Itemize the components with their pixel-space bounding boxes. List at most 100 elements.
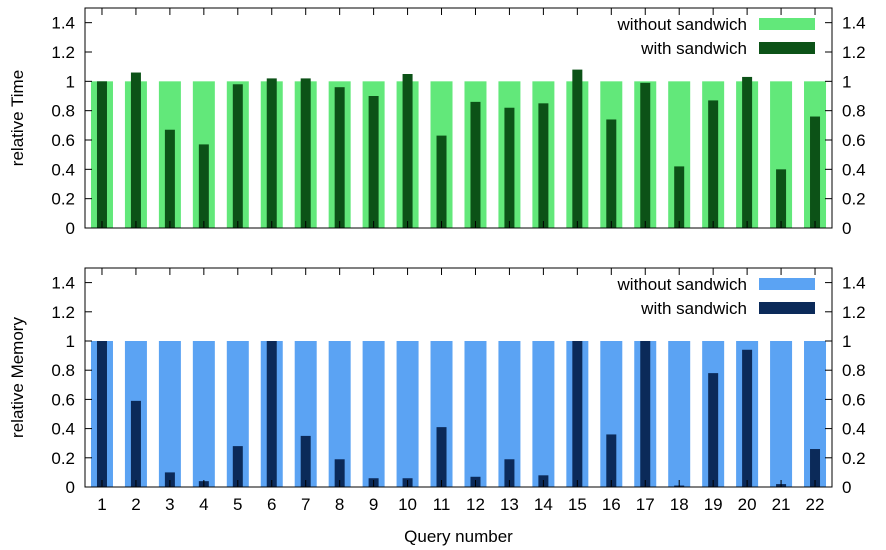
ytick-label-left: 0: [66, 478, 75, 497]
legend-swatch-with-sandwich: [759, 42, 815, 54]
bar-with-sandwich-q17: [640, 341, 651, 487]
bar-without-sandwich-q11: [430, 341, 453, 487]
ytick-label-left: 0.4: [51, 420, 75, 439]
xtick-label: 20: [738, 495, 757, 514]
y-axis-label: relative Time: [8, 70, 27, 166]
bar-with-sandwich-q11: [436, 135, 447, 228]
xtick-label: 14: [534, 495, 553, 514]
bar-without-sandwich-q10: [396, 341, 419, 487]
bar-with-sandwich-q19: [708, 100, 719, 228]
ytick-label-left: 1: [66, 72, 75, 91]
bar-with-sandwich-q7: [300, 435, 311, 487]
bar-without-sandwich-q13: [498, 341, 521, 487]
ytick-label-right: 0.4: [842, 420, 866, 439]
panel-1: [84, 7, 833, 229]
ytick-label-left: 1.2: [51, 303, 75, 322]
legend-swatch-without-sandwich: [759, 18, 815, 30]
ytick-label-right: 0: [842, 478, 851, 497]
bar-with-sandwich-q12: [470, 101, 481, 228]
bar-with-sandwich-q17: [640, 82, 651, 228]
ytick-label-right: 1.2: [842, 43, 866, 62]
bar-with-sandwich-q20: [742, 349, 753, 487]
ytick-label-left: 0.8: [51, 361, 75, 380]
bar-without-sandwich-q16: [600, 341, 623, 487]
bar-with-sandwich-q2: [130, 400, 141, 487]
legend-label-with-sandwich: with sandwich: [640, 39, 747, 58]
plot-frame: [84, 7, 833, 229]
xtick-label: 13: [500, 495, 519, 514]
bar-without-sandwich-q21: [770, 341, 793, 487]
xtick-label: 11: [433, 495, 451, 514]
bar-with-sandwich-q8: [334, 87, 345, 228]
ytick-label-left: 0.6: [51, 390, 75, 409]
legend-swatch-with-sandwich: [759, 302, 815, 314]
bar-with-sandwich-q7: [300, 78, 311, 229]
ytick-label-left: 0.4: [51, 160, 75, 179]
bar-with-sandwich-q19: [708, 373, 719, 487]
xtick-label: 4: [199, 495, 208, 514]
ytick-label-right: 1: [842, 332, 851, 351]
plot-frame: [84, 267, 833, 488]
ytick-label-left: 1.4: [51, 14, 75, 33]
ytick-label-right: 0.6: [842, 390, 866, 409]
ytick-label-left: 0.2: [51, 190, 75, 209]
bar-with-sandwich-q6: [266, 341, 277, 487]
bar-without-sandwich-q21: [770, 81, 793, 228]
bar-without-sandwich-q14: [532, 341, 555, 487]
xtick-label: 8: [335, 495, 344, 514]
xtick-label: 22: [806, 495, 825, 514]
bar-with-sandwich-q11: [436, 427, 447, 487]
ytick-label-right: 1.4: [842, 274, 866, 293]
xtick-label: 1: [97, 495, 106, 514]
legend-label-without-sandwich: without sandwich: [617, 275, 747, 294]
xtick-label: 12: [466, 495, 485, 514]
bar-with-sandwich-q22: [810, 449, 821, 487]
panel-2: [84, 267, 833, 488]
xtick-label: 15: [568, 495, 587, 514]
bar-with-sandwich-q6: [266, 78, 277, 229]
bar-without-sandwich-q4: [192, 341, 215, 487]
bar-with-sandwich-q10: [402, 74, 413, 228]
xtick-label: 10: [398, 495, 417, 514]
ytick-label-right: 0.2: [842, 190, 866, 209]
bar-with-sandwich-q15: [572, 341, 583, 487]
ytick-label-right: 0.4: [842, 160, 866, 179]
xtick-label: 18: [670, 495, 689, 514]
bar-without-sandwich-q5: [226, 341, 249, 487]
bar-with-sandwich-q21: [776, 169, 787, 228]
bar-with-sandwich-q13: [504, 459, 515, 487]
ytick-label-right: 0.8: [842, 361, 866, 380]
xtick-label: 2: [131, 495, 140, 514]
bar-with-sandwich-q1: [96, 81, 107, 228]
bar-with-sandwich-q22: [810, 116, 821, 228]
bar-without-sandwich-q8: [328, 341, 351, 487]
ytick-label-left: 1.2: [51, 43, 75, 62]
bar-with-sandwich-q13: [504, 107, 515, 228]
x-axis-label: Query number: [404, 527, 513, 546]
xtick-label: 16: [602, 495, 621, 514]
y-axis-label: relative Memory: [8, 317, 27, 438]
bar-without-sandwich-q3: [158, 341, 181, 487]
bar-with-sandwich-q16: [606, 434, 617, 487]
ytick-label-right: 0.6: [842, 131, 866, 150]
ytick-label-left: 1: [66, 332, 75, 351]
ytick-label-left: 1.4: [51, 274, 75, 293]
legend-swatch-without-sandwich: [759, 278, 815, 290]
bar-with-sandwich-q20: [742, 76, 753, 229]
xtick-label: 19: [704, 495, 723, 514]
bar-with-sandwich-q3: [164, 472, 175, 487]
xtick-label: 21: [772, 495, 791, 514]
bar-with-sandwich-q8: [334, 459, 345, 487]
ytick-label-left: 0.2: [51, 449, 75, 468]
ytick-label-right: 0: [842, 219, 851, 238]
bar-with-sandwich-q4: [198, 144, 209, 228]
bar-without-sandwich-q12: [464, 341, 487, 487]
ytick-label-right: 1.4: [842, 14, 866, 33]
xtick-label: 9: [369, 495, 378, 514]
xtick-label: 17: [636, 495, 655, 514]
bar-with-sandwich-q16: [606, 119, 617, 228]
ytick-label-right: 0.8: [842, 102, 866, 121]
ytick-label-right: 1.2: [842, 303, 866, 322]
legend-label-with-sandwich: with sandwich: [640, 299, 747, 318]
